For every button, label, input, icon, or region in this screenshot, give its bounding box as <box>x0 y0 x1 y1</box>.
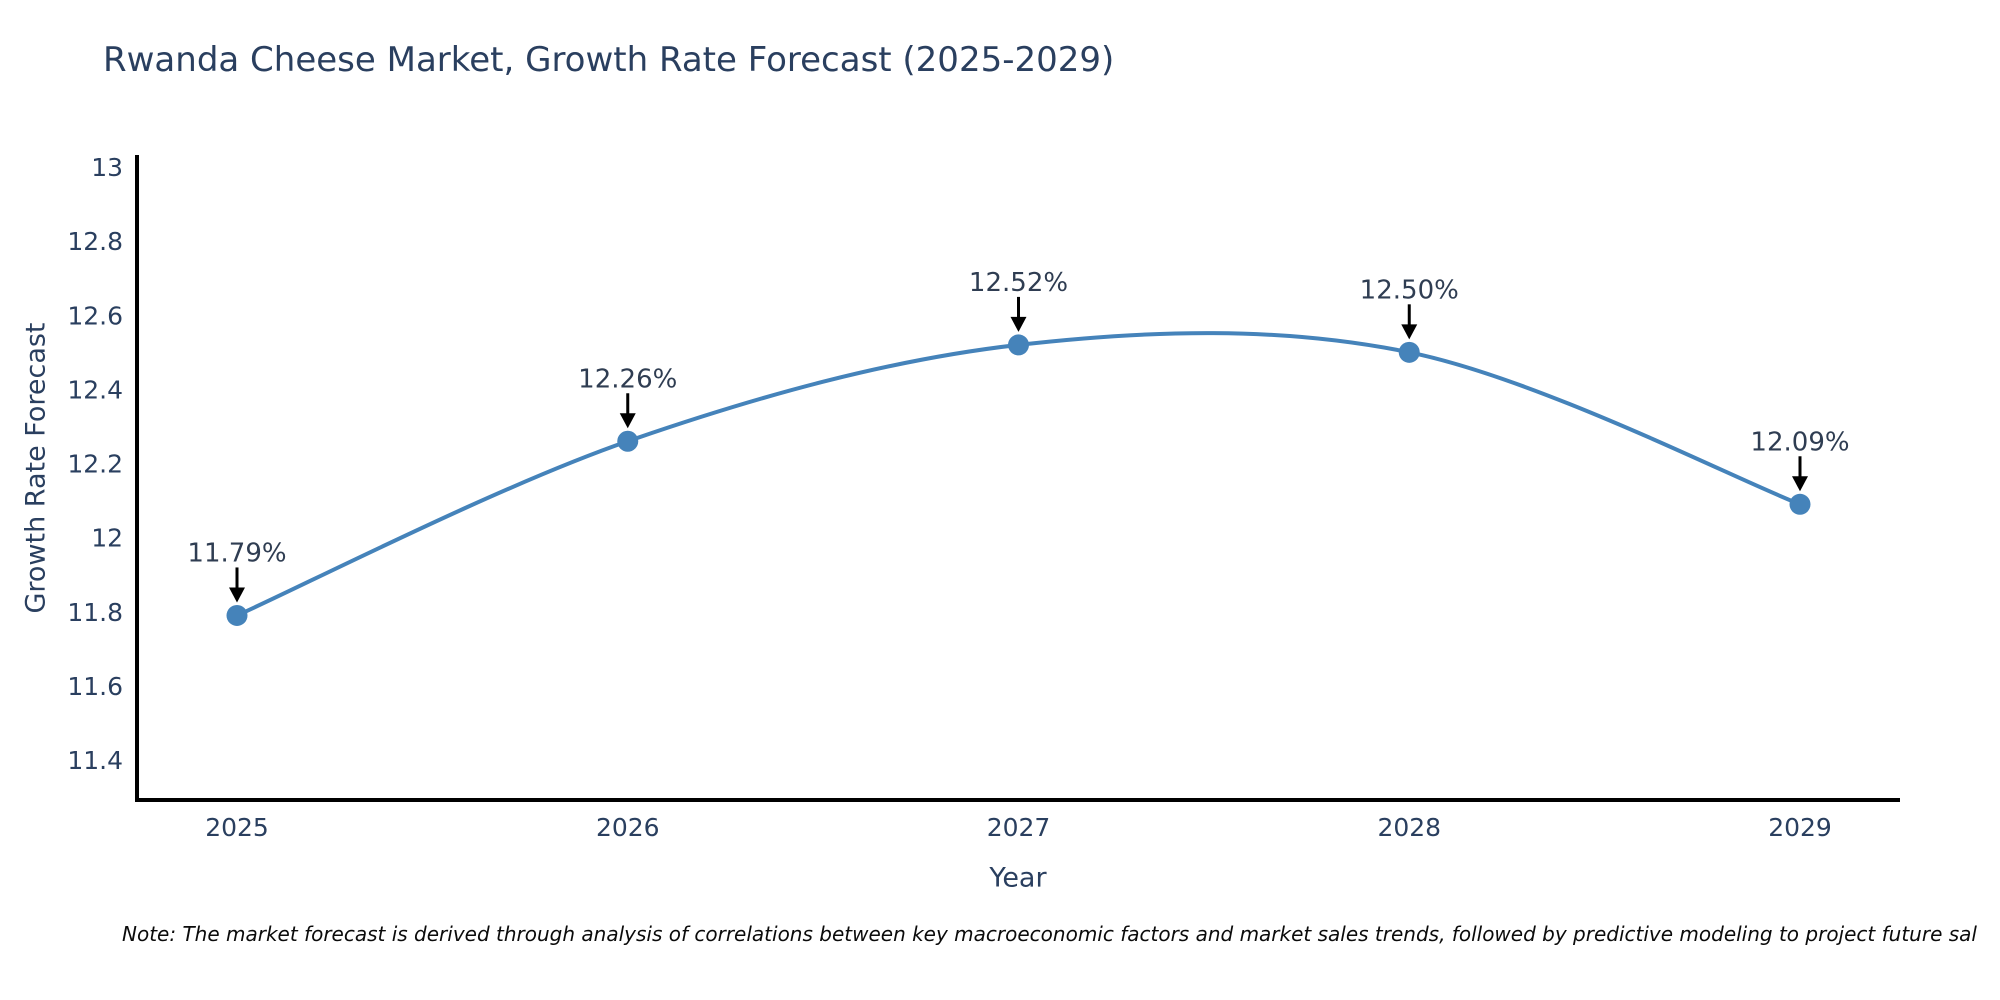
trend-line <box>235 331 1802 618</box>
x-tick-label: 2025 <box>205 813 269 842</box>
data-point-marker[interactable] <box>226 604 248 626</box>
data-point-marker[interactable] <box>1398 341 1420 363</box>
chart-title: Rwanda Cheese Market, Growth Rate Foreca… <box>103 40 1115 80</box>
x-tick-label: 2029 <box>1768 813 1832 842</box>
y-tick-label: 11.8 <box>67 598 123 627</box>
point-annotation-label: 12.09% <box>1750 427 1849 457</box>
annotation-arrow-head <box>619 413 636 429</box>
footnote: Note: The market forecast is derived thr… <box>122 922 1977 946</box>
annotation-arrow-head <box>1401 324 1418 340</box>
data-point-marker[interactable] <box>1008 334 1029 356</box>
point-annotation-label: 11.79% <box>187 538 286 568</box>
y-tick-label: 12 <box>91 524 123 553</box>
point-annotation-label: 12.26% <box>578 364 677 394</box>
x-tick-label: 2028 <box>1377 813 1441 842</box>
x-tick-label: 2026 <box>596 813 660 842</box>
y-tick-label: 11.6 <box>67 672 123 701</box>
y-tick-label: 12.6 <box>67 301 123 330</box>
y-tick-label: 13 <box>91 153 123 182</box>
annotation-arrow-head <box>1010 316 1027 332</box>
annotation-arrow-head <box>229 587 245 603</box>
x-axis-title: Year <box>989 862 1047 894</box>
data-point-marker[interactable] <box>1789 493 1811 515</box>
y-tick-label: 11.4 <box>67 746 123 775</box>
y-tick-label: 12.4 <box>67 375 123 404</box>
point-annotation-label: 12.52% <box>969 268 1068 298</box>
annotation-arrow-head <box>1792 476 1808 492</box>
x-tick-label: 2027 <box>987 813 1051 842</box>
data-point-marker[interactable] <box>617 430 639 452</box>
point-annotation-label: 12.50% <box>1360 275 1459 305</box>
y-tick-label: 12.2 <box>67 450 123 479</box>
y-tick-label: 12.8 <box>67 227 123 256</box>
